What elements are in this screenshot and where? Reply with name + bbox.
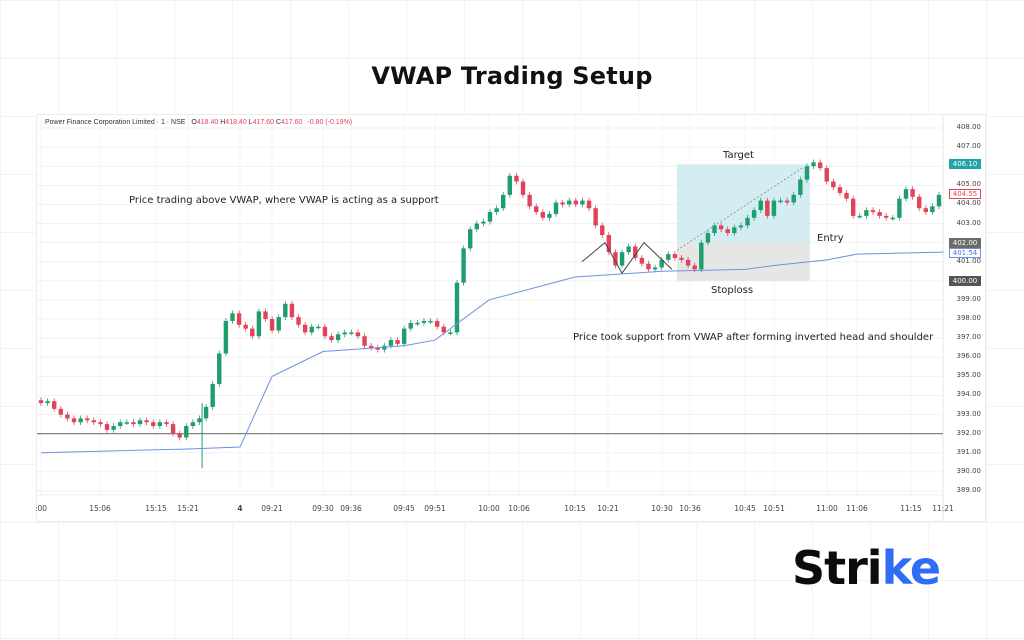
close-label: C xyxy=(275,119,282,126)
time-tick-label: 09:30 xyxy=(312,504,334,513)
price-tick-label: 396.00 xyxy=(956,352,982,361)
vwap-price-tag: 401.54 xyxy=(949,248,981,259)
time-tick-label: 15:21 xyxy=(177,504,199,513)
logo-accent-text: ke xyxy=(881,541,942,595)
entry-label: Entry xyxy=(817,233,844,244)
strike-logo: Strike xyxy=(792,541,942,595)
instrument-name: Power Finance Corporation Limited · 1 · … xyxy=(45,119,186,126)
time-tick-label: :00 xyxy=(34,504,48,513)
time-tick-label: 11:06 xyxy=(846,504,868,513)
candlestick-chart[interactable] xyxy=(37,115,985,521)
low-label: L xyxy=(248,119,253,126)
annotation-inverted-head-shoulder: Price took support from VWAP after formi… xyxy=(573,332,934,343)
price-tick-label: 394.00 xyxy=(956,390,982,399)
price-tick-label: 405.00 xyxy=(956,180,982,189)
time-tick-label: 09:21 xyxy=(261,504,283,513)
stoploss-price-tag: 400.00 xyxy=(949,275,981,286)
price-tick-label: 404.00 xyxy=(956,199,982,208)
time-tick-label: 10:00 xyxy=(478,504,500,513)
time-tick-label: 10:36 xyxy=(679,504,701,513)
price-tick-label: 407.00 xyxy=(956,142,982,151)
price-tick-label: 391.00 xyxy=(956,447,982,456)
time-tick-label: 15:06 xyxy=(89,504,111,513)
open-value: 418.40 xyxy=(196,119,219,126)
price-tick-label: 403.00 xyxy=(956,218,982,227)
time-tick-label: 11:00 xyxy=(816,504,838,513)
page-title: VWAP Trading Setup xyxy=(371,62,653,90)
price-tick-label: 395.00 xyxy=(956,371,982,380)
time-tick-label: 10:21 xyxy=(597,504,619,513)
open-label: O xyxy=(191,119,197,126)
target-label: Target xyxy=(723,150,754,161)
chart-panel[interactable]: Power Finance Corporation Limited · 1 · … xyxy=(34,114,986,522)
stoploss-label: Stoploss xyxy=(711,285,754,296)
time-tick-label: 10:06 xyxy=(508,504,530,513)
time-tick-label: 10:15 xyxy=(564,504,586,513)
time-tick-label: 10:51 xyxy=(763,504,785,513)
price-tick-label: 408.00 xyxy=(956,123,982,131)
price-tick-label: 397.00 xyxy=(956,333,982,342)
price-tick-label: 390.00 xyxy=(956,466,982,475)
time-tick-label: 09:45 xyxy=(393,504,415,513)
time-tick-label: 10:30 xyxy=(651,504,673,513)
target-price-tag: 406.10 xyxy=(949,159,981,170)
price-tick-label: 401.00 xyxy=(956,256,982,265)
chart-legend: Power Finance Corporation Limited · 1 · … xyxy=(45,119,352,126)
time-tick-label: 09:51 xyxy=(424,504,446,513)
time-tick-label: 4 xyxy=(237,504,243,513)
time-tick-label: 15:15 xyxy=(145,504,167,513)
logo-text: Stri xyxy=(792,541,883,595)
low-value: 417.60 xyxy=(252,119,274,126)
price-tick-label: 392.00 xyxy=(956,428,982,437)
time-tick-label: 11:21 xyxy=(932,504,954,513)
close-value: 417.60 xyxy=(281,119,303,126)
high-label: H xyxy=(220,119,226,126)
price-tick-label: 399.00 xyxy=(956,294,982,303)
time-tick-label: 11:15 xyxy=(900,504,922,513)
change-value: -0.80 (-0.19%) xyxy=(307,119,353,126)
time-tick-label: 10:45 xyxy=(734,504,756,513)
annotation-vwap-support: Price trading above VWAP, where VWAP is … xyxy=(129,195,439,206)
price-tick-label: 389.00 xyxy=(956,486,982,494)
price-tick-label: 393.00 xyxy=(956,409,982,418)
price-tick-label: 398.00 xyxy=(956,314,982,323)
high-value: 418.40 xyxy=(225,119,247,126)
time-tick-label: 09:36 xyxy=(340,504,362,513)
entry-price-tag: 402.00 xyxy=(949,237,981,248)
last-price-tag: 404.55 xyxy=(949,188,981,199)
